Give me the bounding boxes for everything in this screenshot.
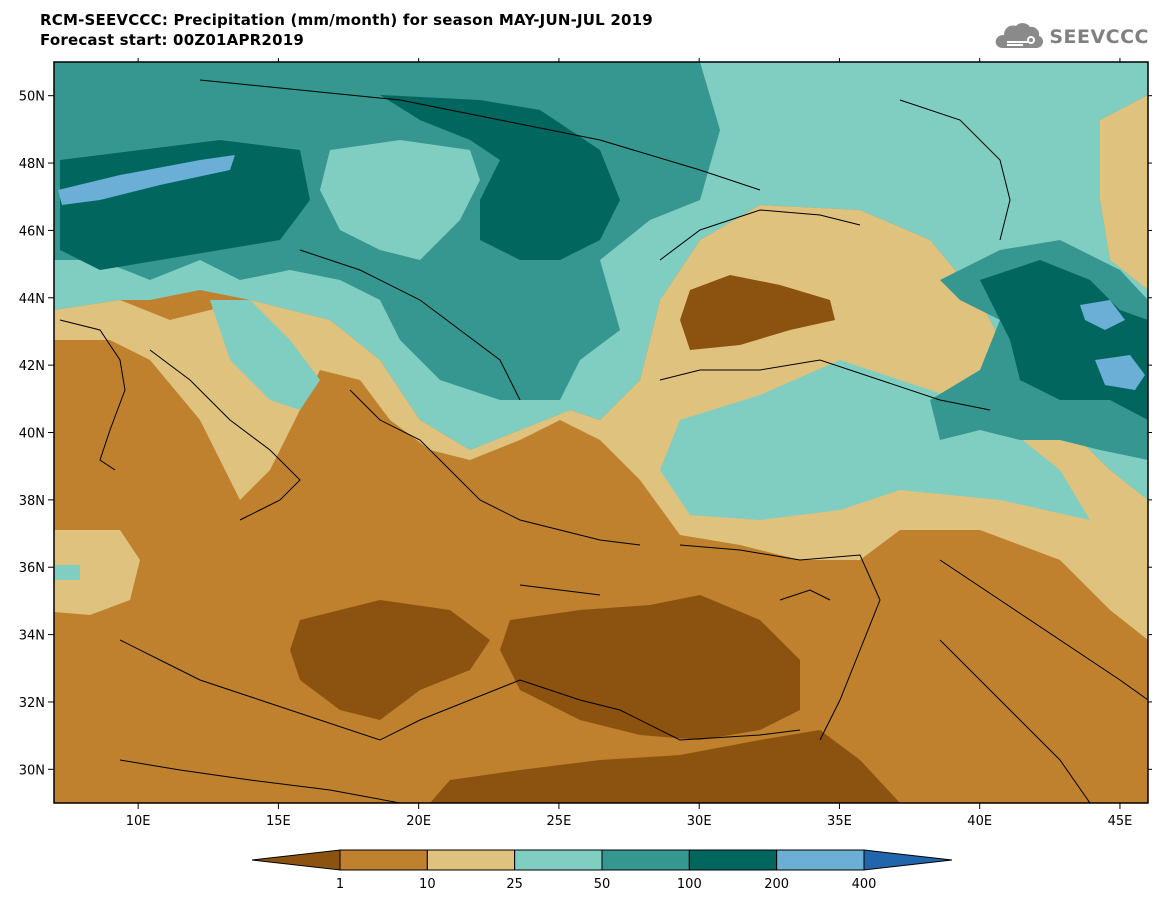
lat-tick-label: 50N: [19, 90, 45, 105]
colorbar-level-label: 100: [677, 877, 702, 892]
colorbar: 1 10 25 50 100 200 400: [251, 849, 953, 892]
region-25-50-west: [54, 205, 1148, 640]
colorbar-high-arrow: [863, 849, 953, 871]
region-400-caucasus-1: [1080, 300, 1125, 330]
colorbar-level-label: 400: [852, 877, 877, 892]
region-400-caucasus-2: [1095, 355, 1145, 390]
colorbar-level-label: 50: [594, 877, 611, 892]
seevccc-logo: SEEVCCC: [993, 20, 1149, 54]
colorbar-level-label: 1: [336, 877, 344, 892]
lat-tick-label: 46N: [19, 224, 45, 239]
colorbar-box: [514, 849, 603, 871]
latitude-axis: 30N 32N 34N 36N 38N 40N 42N 44N 46N 48N 50N: [19, 90, 1152, 778]
longitude-axis: 10E 15E 20E 25E 30E 35E 40E 45E: [126, 58, 1133, 829]
region-1-10-egypt: [500, 595, 800, 740]
region-50-100-hungary: [320, 140, 480, 260]
lat-tick-label: 40N: [19, 427, 45, 442]
lat-tick-label: 44N: [19, 292, 45, 307]
lat-tick-label: 34N: [19, 629, 45, 644]
region-50-100-anatolia: [660, 360, 1090, 520]
region-1-10-blacksea: [680, 275, 835, 350]
lon-tick-label: 25E: [547, 814, 572, 829]
lon-tick-label: 10E: [126, 814, 151, 829]
region-1-10-libya: [290, 600, 490, 720]
region-25-50-east: [1100, 95, 1148, 290]
map-area: [54, 62, 1148, 803]
region-200-400-carpathians: [380, 95, 620, 260]
title-line-2: Forecast start: 00Z01APR2019: [40, 31, 304, 49]
colorbar-level-label: 200: [764, 877, 789, 892]
region-1-10-sahara: [430, 730, 900, 803]
colorbar-level-label: 25: [506, 877, 523, 892]
colorbar-box: [339, 849, 428, 871]
region-400-alps: [58, 155, 235, 205]
lat-tick-label: 32N: [19, 696, 45, 711]
region-50-100-italy: [210, 300, 320, 410]
lat-tick-label: 38N: [19, 494, 45, 509]
lat-tick-label: 48N: [19, 157, 45, 172]
lon-tick-label: 20E: [406, 814, 431, 829]
lat-tick-label: 42N: [19, 359, 45, 374]
lon-tick-label: 15E: [266, 814, 291, 829]
logo-text: SEEVCCC: [1049, 26, 1149, 48]
map-title: RCM-SEEVCCC: Precipitation (mm/month) fo…: [40, 10, 653, 50]
colorbar-level-label: 10: [419, 877, 436, 892]
lon-tick-label: 40E: [967, 814, 992, 829]
lon-tick-label: 45E: [1108, 814, 1133, 829]
lat-tick-label: 36N: [19, 561, 45, 576]
lat-tick-label: 30N: [19, 763, 45, 778]
region-50-100-libya: [54, 565, 80, 580]
region-200-400-alps: [60, 140, 310, 270]
colorbar-box: [688, 849, 778, 871]
region-25-50-southwest: [54, 530, 140, 615]
colorbar-box: [776, 849, 865, 871]
lon-tick-label: 30E: [687, 814, 712, 829]
colorbar-box: [426, 849, 516, 871]
title-line-1: RCM-SEEVCCC: Precipitation (mm/month) fo…: [40, 11, 653, 29]
lon-tick-label: 35E: [827, 814, 852, 829]
coastlines: [59, 79, 1148, 803]
colorbar-low-arrow: [251, 849, 341, 871]
cloud-icon: [995, 23, 1044, 48]
colorbar-box: [601, 849, 690, 871]
